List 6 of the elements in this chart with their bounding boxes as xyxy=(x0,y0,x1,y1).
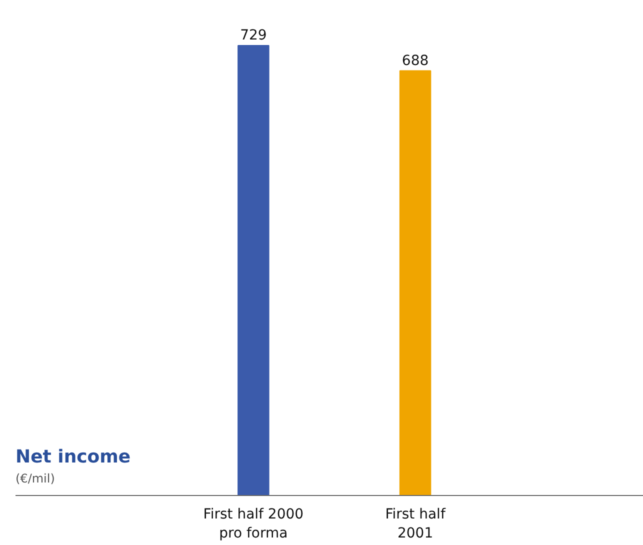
data-label: 729 xyxy=(240,28,267,44)
x-tick-label: First half 2001 xyxy=(385,506,446,542)
data-label: 688 xyxy=(402,52,429,69)
x-tick-label: First half 2000 pro forma xyxy=(203,506,304,542)
text: Net income xyxy=(16,446,131,468)
text: (€/mil) xyxy=(16,472,55,486)
